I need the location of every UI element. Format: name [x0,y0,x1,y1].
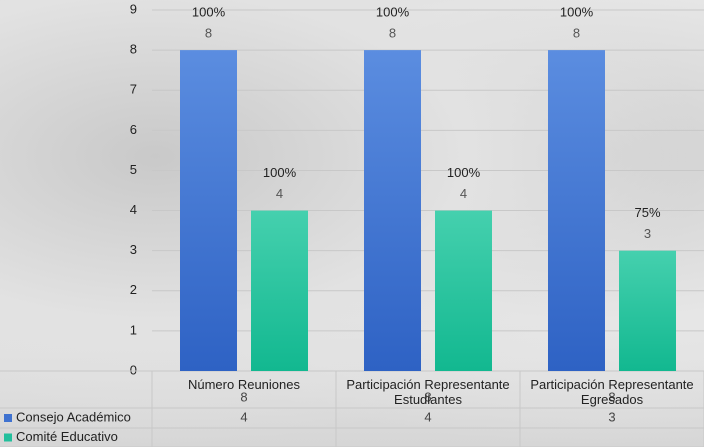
value-label: 8 [389,26,396,41]
table-cell: 8 [608,389,615,404]
y-tick-label: 8 [130,42,137,57]
percent-label: 75% [634,205,660,220]
table-cell: 8 [424,389,431,404]
x-tick-label: Número Reuniones [187,377,300,392]
x-tick-label: Participación Representante Egresados [530,377,694,407]
bar [251,210,308,371]
value-label: 3 [644,226,651,241]
value-label: 8 [205,26,212,41]
percent-label: 100% [376,5,410,20]
legend-label: Comité Educativo [16,429,118,444]
table-cell: 3 [608,409,615,424]
y-tick-label: 7 [130,82,137,97]
value-label: 4 [460,186,467,201]
legend-marker [4,414,12,422]
table-cell: 4 [424,409,431,424]
y-tick-label: 0 [130,362,137,377]
bar [619,250,676,371]
bar [548,50,605,371]
y-tick-label: 3 [130,242,137,257]
bar [364,50,421,371]
legend-marker [4,433,12,442]
percent-label: 100% [560,5,594,20]
table-cell: 8 [240,389,247,404]
legend-label: Consejo Académico [16,409,131,424]
percent-label: 100% [447,165,481,180]
bar [180,50,237,371]
y-tick-label: 2 [130,282,137,297]
y-tick-label: 6 [130,122,137,137]
percent-label: 100% [192,5,226,20]
x-tick-label: Participación Representante Estudiantes [346,377,510,407]
y-tick-label: 5 [130,162,137,177]
table-cell: 4 [240,409,247,424]
bar [435,210,492,371]
y-tick-label: 1 [130,322,137,337]
value-label: 4 [276,186,283,201]
value-label: 8 [573,26,580,41]
y-tick-label: 9 [130,1,137,16]
y-tick-label: 4 [130,202,137,217]
percent-label: 100% [263,165,297,180]
